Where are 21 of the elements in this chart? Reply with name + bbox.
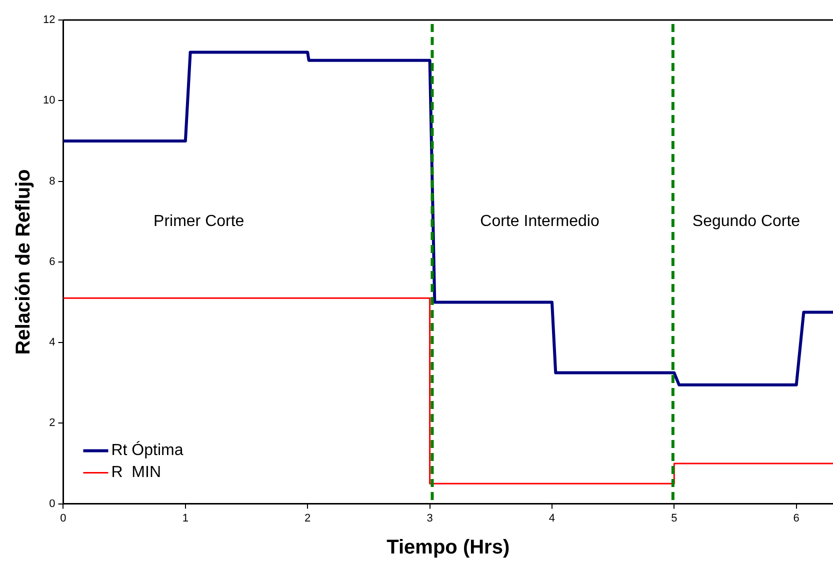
y-tick-label: 10 <box>42 94 56 107</box>
annotation: Primer Corte <box>154 212 244 230</box>
x-tick-label: 2 <box>304 512 311 524</box>
y-tick-label: 2 <box>49 417 56 430</box>
x-tick-label: 1 <box>182 512 188 524</box>
y-tick-label: 0 <box>49 498 56 510</box>
x-tick-label: 4 <box>548 512 556 524</box>
y-axis-title: Relación de Reflujo <box>12 169 35 355</box>
x-axis-title: Tiempo (Hrs) <box>386 536 510 559</box>
x-tick-label: 6 <box>793 512 800 524</box>
y-tick-label: 12 <box>42 14 56 26</box>
y-tick-label: 4 <box>49 336 56 349</box>
x-tick-label: 3 <box>426 512 433 524</box>
y-tick-label: 6 <box>49 256 56 268</box>
annotation: Segundo Corte <box>692 212 800 230</box>
y-tick-label: 8 <box>49 175 56 188</box>
x-tick-label: 5 <box>671 512 678 524</box>
legend-label: Rt Óptima <box>111 441 184 460</box>
x-tick-label: 0 <box>60 512 66 524</box>
annotation: Corte Intermedio <box>480 212 600 230</box>
legend-label: R MIN <box>111 464 162 482</box>
